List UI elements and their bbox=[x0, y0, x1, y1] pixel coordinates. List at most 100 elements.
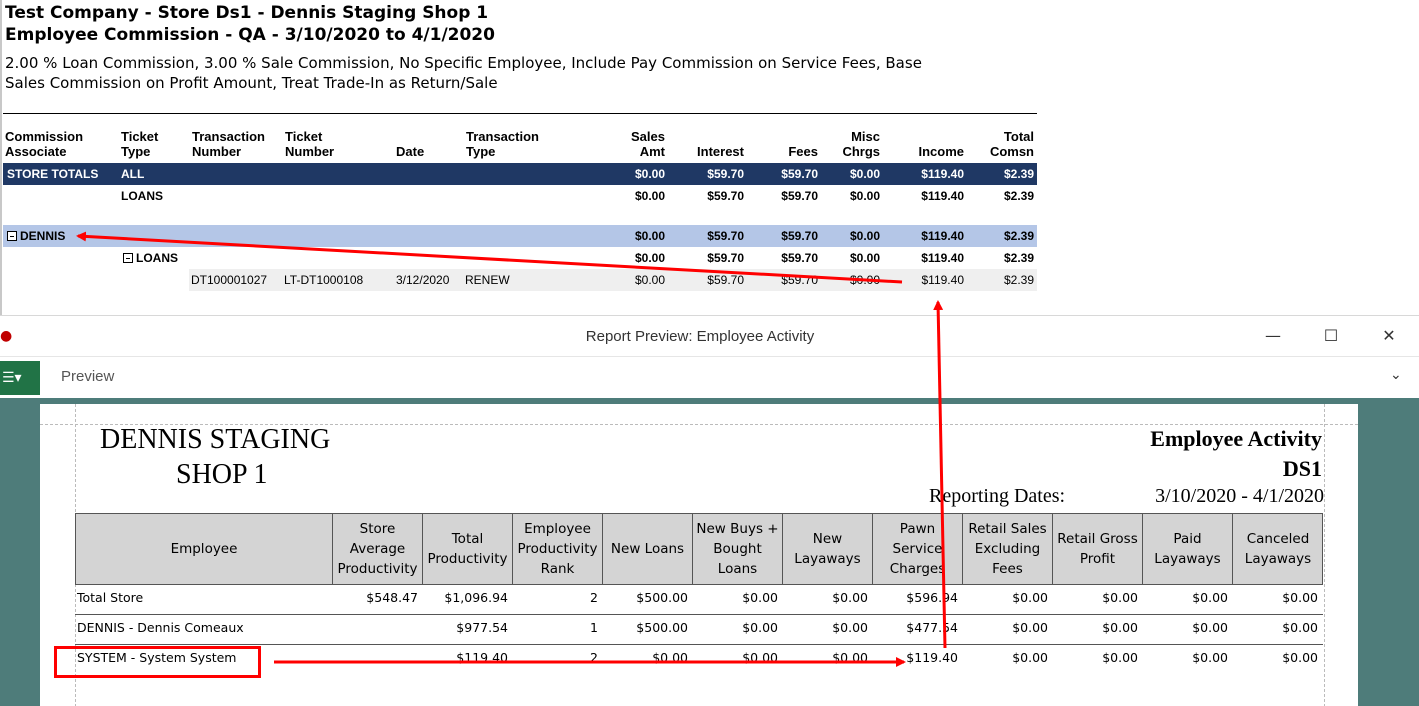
cell-new-loans: $500.00 bbox=[636, 620, 688, 635]
cell-retail-sales: $0.00 bbox=[1012, 650, 1048, 665]
store-name-line1: DENNIS STAGING bbox=[100, 424, 331, 455]
col-transaction-type: Transaction Type bbox=[466, 129, 539, 159]
dennis-comsn: $2.39 bbox=[1003, 229, 1034, 243]
ribbon-tabbar: ☰▾ Preview ⌄ bbox=[0, 356, 1419, 398]
col-store-average-productivity: Store Average Productivity bbox=[333, 514, 423, 584]
dennis-loans-row[interactable]: LOANS $0.00 $59.70 $59.70 $0.00 $119.40 … bbox=[3, 247, 1037, 269]
cell-retail-sales: $0.00 bbox=[1012, 590, 1048, 605]
store-totals-label: STORE TOTALS bbox=[7, 167, 99, 181]
col-canceled-layaways: Canceled Layaways bbox=[1244, 531, 1312, 567]
col-total-productivity: Total Productivity bbox=[423, 514, 513, 584]
cell-pawn-service: $596.94 bbox=[906, 590, 958, 605]
cell-canceled-layaways: $0.00 bbox=[1282, 650, 1318, 665]
col-date: Date bbox=[396, 144, 425, 159]
store-totals-sales: $0.00 bbox=[634, 167, 665, 181]
reporting-dates-label: Reporting Dates: bbox=[929, 485, 1066, 507]
col-paid-layaways: Paid Layaways bbox=[1143, 514, 1233, 584]
store-loans-misc: $0.00 bbox=[849, 189, 880, 203]
store-name-line2: SHOP 1 bbox=[176, 459, 268, 490]
cell-new-buys: $0.00 bbox=[742, 590, 778, 605]
cell-new-buys: $0.00 bbox=[742, 620, 778, 635]
cell-paid-layaways: $0.00 bbox=[1192, 620, 1228, 635]
cell-pawn-service: $119.40 bbox=[906, 650, 958, 665]
cell-employee: SYSTEM - System System bbox=[77, 650, 237, 665]
detail-sales: $0.00 bbox=[634, 273, 665, 287]
maximize-button[interactable]: ☐ bbox=[1323, 326, 1339, 345]
col-sales-amt: Sales Amt bbox=[631, 129, 665, 159]
table-row: SYSTEM - System System $119.40 2 $0.00 $0.00… bbox=[75, 645, 1323, 675]
detail-date: 3/12/2020 bbox=[396, 273, 450, 287]
detail-transaction-type: RENEW bbox=[465, 273, 510, 287]
minimize-button[interactable]: — bbox=[1265, 326, 1281, 345]
col-income: Income bbox=[918, 144, 964, 159]
dennis-loans-interest: $59.70 bbox=[707, 251, 744, 265]
store-totals-fees: $59.70 bbox=[781, 167, 818, 181]
store-loans-sales: $0.00 bbox=[634, 189, 665, 203]
chevron-down-icon[interactable]: ⌄ bbox=[1390, 367, 1402, 383]
dennis-group-label[interactable]: DENNIS bbox=[7, 225, 65, 247]
dennis-loans-misc: $0.00 bbox=[849, 251, 880, 265]
store-code: DS1 bbox=[1282, 456, 1322, 481]
cell-new-loans: $0.00 bbox=[652, 650, 688, 665]
detail-row: DT100001027 LT-DT1000108 3/12/2020 RENEW… bbox=[3, 269, 1037, 291]
cell-retail-gross: $0.00 bbox=[1102, 590, 1138, 605]
col-pawn-service-charges: Pawn Service Charges bbox=[873, 514, 963, 584]
report-name: Employee Activity bbox=[1150, 426, 1322, 451]
cell-retail-sales: $0.00 bbox=[1012, 620, 1048, 635]
col-transaction-number: Transaction Number bbox=[192, 129, 265, 159]
store-totals-income: $119.40 bbox=[921, 167, 964, 181]
store-totals-row: STORE TOTALS ALL $0.00 $59.70 $59.70 $0.… bbox=[3, 163, 1037, 185]
commission-report: Test Company - Store Ds1 - Dennis Stagin… bbox=[0, 0, 1419, 315]
collapse-icon[interactable] bbox=[123, 253, 133, 263]
dennis-loans-label[interactable]: LOANS bbox=[123, 247, 178, 269]
activity-table-header: Employee Store Average Productivity Total Pro… bbox=[75, 513, 1323, 585]
cell-retail-gross: $0.00 bbox=[1102, 650, 1138, 665]
col-ticket-number: Ticket Number bbox=[285, 129, 335, 159]
dennis-loans-fees: $59.70 bbox=[781, 251, 818, 265]
file-menu-button[interactable]: ☰▾ bbox=[0, 361, 40, 395]
report-left-border bbox=[0, 0, 2, 315]
cell-employee: Total Store bbox=[77, 590, 144, 605]
table-row: Total Store $548.47 $1,096.94 2 $500.00 $0.00… bbox=[75, 585, 1323, 615]
tab-preview[interactable]: Preview bbox=[61, 368, 115, 385]
col-interest: Interest bbox=[697, 144, 744, 159]
store-loans-ticket-type: LOANS bbox=[121, 189, 163, 203]
detail-fees: $59.70 bbox=[781, 273, 818, 287]
detail-ticket-number: LT-DT1000108 bbox=[284, 273, 364, 287]
detail-interest: $59.70 bbox=[707, 273, 744, 287]
close-button[interactable]: ✕ bbox=[1382, 326, 1396, 345]
cell-new-layaways: $0.00 bbox=[832, 590, 868, 605]
store-totals-ticket-type: ALL bbox=[121, 167, 145, 181]
col-retail-sales-excluding-fees: Retail Sales Excluding Fees bbox=[963, 514, 1053, 584]
window-titlebar[interactable]: ● Report Preview: Employee Activity — ☐ … bbox=[0, 316, 1419, 356]
col-misc-chrgs: Misc Chrgs bbox=[842, 129, 880, 159]
cell-paid-layaways: $0.00 bbox=[1192, 650, 1228, 665]
dennis-group-row[interactable]: DENNIS $0.00 $59.70 $59.70 $0.00 $119.40… bbox=[3, 225, 1037, 247]
page-margin-line bbox=[1324, 404, 1325, 706]
window-title: Report Preview: Employee Activity bbox=[585, 328, 815, 345]
dennis-income: $119.40 bbox=[921, 229, 964, 243]
store-loans-fees: $59.70 bbox=[781, 189, 818, 203]
collapse-icon[interactable] bbox=[7, 231, 17, 241]
table-row: DENNIS - Dennis Comeaux $977.54 1 $500.00 $0… bbox=[75, 615, 1323, 645]
col-employee-productivity-rank: Employee Productivity Rank bbox=[513, 514, 603, 584]
col-fees: Fees bbox=[788, 144, 818, 159]
col-commission-associate: Commission Associate bbox=[5, 129, 84, 159]
cell-store-avg: $548.47 bbox=[366, 590, 418, 605]
annotation-highlight-box bbox=[54, 646, 261, 678]
cell-new-buys: $0.00 bbox=[742, 650, 778, 665]
store-loans-comsn: $2.39 bbox=[1003, 189, 1034, 203]
commission-table-header: Commission Associate Ticket Type Transacti… bbox=[3, 128, 1037, 161]
report-title-company: Test Company - Store Ds1 - Dennis Stagin… bbox=[5, 3, 489, 23]
commission-table: Commission Associate Ticket Type Transacti… bbox=[3, 128, 1037, 291]
store-totals-misc: $0.00 bbox=[849, 167, 880, 181]
cell-rank: 2 bbox=[590, 650, 598, 665]
page-margin-line bbox=[40, 424, 1358, 425]
report-separator bbox=[3, 113, 1037, 114]
store-loans-income: $119.40 bbox=[921, 189, 964, 203]
col-new-loans: New Loans bbox=[603, 514, 693, 584]
report-title-commission: Employee Commission - QA - 3/10/2020 to … bbox=[5, 25, 495, 45]
dennis-fees: $59.70 bbox=[781, 229, 818, 243]
detail-comsn: $2.39 bbox=[1003, 273, 1034, 287]
activity-table-body: Total Store $548.47 $1,096.94 2 $500.00 $0.00… bbox=[75, 585, 1323, 675]
